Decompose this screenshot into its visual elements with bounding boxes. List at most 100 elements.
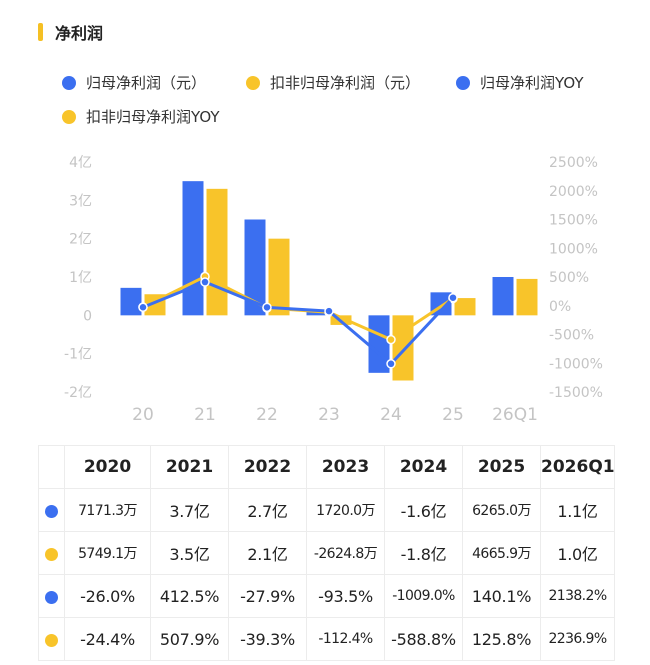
legend-dot xyxy=(62,75,76,90)
section-header: 净利润 xyxy=(38,22,104,43)
table-header-cell: 2021 xyxy=(150,445,229,489)
bar-parent-net-profit xyxy=(492,277,514,316)
table-cell: 2138.2% xyxy=(540,574,615,618)
x-axis-tick-label: 25 xyxy=(442,405,464,425)
bar-deducted-net-profit xyxy=(454,298,476,316)
x-axis-tick-label: 23 xyxy=(318,405,340,425)
table-header-cell: 2026Q1 xyxy=(540,445,615,489)
left-axis-tick-label: 3亿 xyxy=(69,193,92,209)
row-dot xyxy=(45,547,58,561)
bar-parent-net-profit xyxy=(244,219,266,316)
bar-deducted-net-profit xyxy=(516,278,538,316)
bar-parent-net-profit xyxy=(120,287,142,316)
bar-parent-net-profit xyxy=(306,311,328,316)
right-axis-tick-label: 0% xyxy=(549,299,571,315)
legend-item-deducted-net-profit[interactable]: 扣非归母净利润（元） xyxy=(246,72,420,93)
table-row: 5749.1万 3.5亿 2.1亿 -2624.8万 -1.8亿 4665.9万… xyxy=(38,531,615,575)
table-header-cell: 2022 xyxy=(228,445,307,489)
right-axis-tick-label: -1500% xyxy=(549,385,603,401)
table-cell: 3.5亿 xyxy=(150,531,229,575)
table-cell: 2.7亿 xyxy=(228,488,307,532)
left-axis-tick-label: 1亿 xyxy=(69,270,92,286)
row-marker xyxy=(38,488,65,532)
point-parent-yoy xyxy=(386,359,396,369)
legend-dot xyxy=(62,109,76,124)
table-cell: 4665.9万 xyxy=(462,531,541,575)
table-header-cell: 2023 xyxy=(306,445,385,489)
table-cell: -112.4% xyxy=(306,617,385,661)
table-cell: -93.5% xyxy=(306,574,385,618)
table-cell: 2236.9% xyxy=(540,617,615,661)
bars xyxy=(120,181,538,381)
table-row: 7171.3万 3.7亿 2.7亿 1720.0万 -1.6亿 6265.0万 … xyxy=(38,488,615,532)
legend-label: 归母净利润YOY xyxy=(480,74,584,92)
table-cell: 5749.1万 xyxy=(64,531,151,575)
x-axis-tick-label: 26Q1 xyxy=(492,405,538,425)
legend-label: 扣非归母净利润（元） xyxy=(270,74,421,92)
table-header-row: 2020 2021 2022 2023 2024 2025 2026Q1 xyxy=(38,445,615,489)
left-axis-tick-label: 2亿 xyxy=(69,232,92,248)
x-axis-tick-label: 21 xyxy=(194,405,216,425)
left-axis-tick-label: 0 xyxy=(83,308,92,324)
legend-label: 扣非归母净利润YOY xyxy=(86,108,220,126)
table-cell: -588.8% xyxy=(384,617,463,661)
right-axis-tick-label: -1000% xyxy=(549,356,603,372)
row-marker xyxy=(38,531,65,575)
table-cell: -26.0% xyxy=(64,574,151,618)
right-axis-tick-label: 1500% xyxy=(549,213,598,229)
x-axis: 20 21 22 23 24 25 26Q1 xyxy=(132,405,538,425)
row-marker xyxy=(38,617,65,661)
row-dot xyxy=(45,504,58,518)
bar-deducted-net-profit xyxy=(268,238,290,316)
point-deducted-yoy xyxy=(386,334,396,345)
table-cell: -2624.8万 xyxy=(306,531,385,575)
left-axis-tick-label: -2亿 xyxy=(64,385,92,401)
legend-dot xyxy=(456,75,470,90)
table-header-cell: 2024 xyxy=(384,445,463,489)
legend-item-parent-yoy[interactable]: 归母净利润YOY xyxy=(456,72,584,93)
table-cell: 507.9% xyxy=(150,617,229,661)
right-axis-tick-label: 500% xyxy=(549,270,589,286)
bar-parent-net-profit xyxy=(182,181,204,316)
table-cell: -24.4% xyxy=(64,617,151,661)
table-cell: -39.3% xyxy=(228,617,307,661)
table-cell: 2.1亿 xyxy=(228,531,307,575)
table-header-marker xyxy=(38,445,65,489)
table-cell: 412.5% xyxy=(150,574,229,618)
point-parent-yoy xyxy=(200,277,210,287)
point-parent-yoy xyxy=(448,292,458,303)
table-cell: 140.1% xyxy=(462,574,541,618)
x-axis-tick-label: 24 xyxy=(380,405,402,425)
left-axis-tick-label: -1亿 xyxy=(64,347,92,363)
left-axis-tick-label: 4亿 xyxy=(69,155,92,171)
table-cell: 7171.3万 xyxy=(64,488,151,532)
table-cell: 125.8% xyxy=(462,617,541,661)
table-header-cell: 2025 xyxy=(462,445,541,489)
table-row: -24.4% 507.9% -39.3% -112.4% -588.8% 125… xyxy=(38,617,615,661)
legend-item-deducted-yoy[interactable]: 扣非归母净利润YOY xyxy=(62,106,220,127)
table-row: -26.0% 412.5% -27.9% -93.5% -1009.0% 140… xyxy=(38,574,615,618)
right-axis-tick-label: 2000% xyxy=(549,184,598,200)
table-cell: -1.6亿 xyxy=(384,488,463,532)
bar-deducted-net-profit xyxy=(392,315,414,381)
section-title: 净利润 xyxy=(55,24,104,43)
table-cell: 6265.0万 xyxy=(462,488,541,532)
point-parent-yoy xyxy=(138,302,148,312)
table-cell: -1009.0% xyxy=(384,574,463,618)
row-dot xyxy=(45,590,58,604)
table-cell: -1.8亿 xyxy=(384,531,463,575)
point-parent-yoy xyxy=(262,302,272,313)
net-profit-chart: 4亿 3亿 2亿 1亿 0 -1亿 -2亿 2500% 2000% 1500% 1000% 500%… xyxy=(64,155,603,425)
data-table: 2020 2021 2022 2023 2024 2025 2026Q1 717… xyxy=(38,445,615,661)
x-axis-tick-label: 22 xyxy=(256,405,278,425)
table-cell: 1.0亿 xyxy=(540,531,615,575)
table-cell: -27.9% xyxy=(228,574,307,618)
legend-item-parent-net-profit[interactable]: 归母净利润（元） xyxy=(62,72,206,93)
title-accent-bar xyxy=(38,23,43,41)
x-axis-tick-label: 20 xyxy=(132,405,154,425)
table-cell: 3.7亿 xyxy=(150,488,229,532)
point-parent-yoy xyxy=(324,306,334,316)
row-marker xyxy=(38,574,65,618)
table-cell: 1720.0万 xyxy=(306,488,385,532)
left-axis: 4亿 3亿 2亿 1亿 0 -1亿 -2亿 xyxy=(64,155,92,401)
